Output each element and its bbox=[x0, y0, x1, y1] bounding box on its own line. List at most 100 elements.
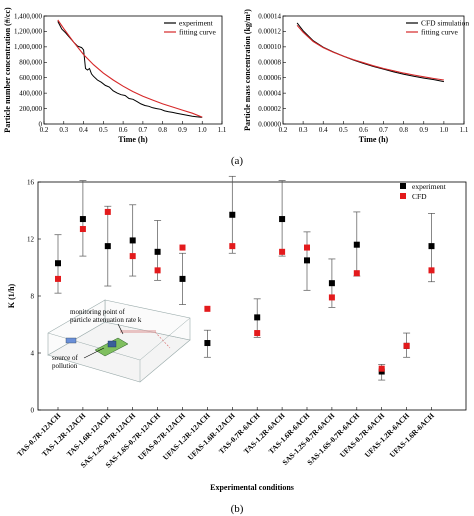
y-tick-label: 12 bbox=[27, 236, 35, 244]
x-tick-label: 0.5 bbox=[99, 126, 108, 134]
cfd-point bbox=[204, 305, 211, 312]
x-tick-label: 1.0 bbox=[198, 126, 207, 134]
x-tick-label: UFAS-0.7R-6ACH bbox=[338, 411, 386, 459]
x-tick-label: 0.6 bbox=[359, 126, 368, 134]
experiment-point bbox=[353, 241, 360, 248]
y-tick-label: 16 bbox=[27, 179, 35, 187]
y-tick-label: 0.00004 bbox=[258, 89, 281, 97]
y-tick-label: 0.00014 bbox=[258, 12, 281, 20]
legend-label: CFD bbox=[412, 192, 427, 201]
y-tick-label: 1,200,000 bbox=[14, 28, 43, 36]
legend-label: CFD simulation bbox=[421, 19, 469, 28]
inset-arrow bbox=[83, 347, 105, 359]
experiment-point bbox=[304, 257, 310, 264]
x-tick-label: TAS-1.6R-12ACH bbox=[65, 411, 112, 458]
cfd-point bbox=[328, 294, 335, 301]
cfd-point bbox=[254, 330, 261, 337]
x-tick-label: UFAS-1.2R-6ACH bbox=[363, 411, 411, 459]
y-tick-label: 200,000 bbox=[19, 105, 42, 113]
x-tick-label: 0.4 bbox=[79, 126, 88, 134]
cfd-point bbox=[79, 226, 86, 233]
mass-concentration-chart: 0.2 0.3 0.4 0.5 0.6 0.7 0.8 0.9 1.0 1.1 0.00000 0.0… bbox=[243, 9, 469, 144]
y-tick-label: 0.00002 bbox=[258, 105, 281, 113]
x-tick-label: TAS-1.2R-12ACH bbox=[40, 411, 87, 458]
y-tick-label: 0.00010 bbox=[258, 43, 281, 51]
experiment-point bbox=[428, 243, 435, 250]
x-tick-label: 0.2 bbox=[279, 126, 288, 134]
experiment-point bbox=[254, 314, 261, 321]
x-tick-label: 0.9 bbox=[178, 126, 187, 134]
cfd-point bbox=[304, 244, 310, 251]
y-tick-label: 0 bbox=[39, 120, 43, 128]
cfd-point bbox=[154, 267, 161, 274]
y-tick-label: 0 bbox=[31, 407, 35, 415]
x-tick-label: 0.3 bbox=[59, 126, 68, 134]
experiment-point bbox=[55, 260, 61, 267]
y-tick-label: 8 bbox=[31, 293, 35, 301]
inset-arrow bbox=[117, 323, 124, 335]
y-tick-label: 1,400,000 bbox=[14, 12, 43, 20]
cfd-point bbox=[104, 208, 111, 215]
x-tick-label: 0.4 bbox=[319, 126, 328, 134]
y-tick-label: 0.00012 bbox=[258, 28, 281, 36]
y-axis-label: K (1/h) bbox=[7, 284, 16, 309]
series-line-fitting-curve bbox=[296, 24, 444, 81]
y-tick-label: 600,000 bbox=[19, 74, 42, 82]
y-tick-label: 0.00008 bbox=[258, 59, 281, 67]
legend-label: experiment bbox=[179, 19, 214, 28]
cfd-point bbox=[378, 365, 385, 372]
cfd-point bbox=[229, 243, 236, 250]
x-tick-label: 0.6 bbox=[119, 126, 128, 134]
panel-label-b: (b) bbox=[231, 503, 244, 515]
number-concentration-chart: 0.2 0.3 0.4 0.5 0.6 0.7 0.8 0.9 1.0 1.1 0 200,000 40… bbox=[3, 7, 227, 144]
inset-outlet bbox=[154, 331, 171, 349]
x-axis-label: Time (h) bbox=[118, 135, 148, 144]
y-tick-label: 400,000 bbox=[19, 89, 42, 97]
y-tick-label: 4 bbox=[31, 350, 35, 358]
legend-marker bbox=[400, 183, 406, 189]
cfd-point bbox=[279, 248, 286, 255]
cfd-point bbox=[179, 244, 186, 251]
x-axis-label: Experimental conditions bbox=[210, 483, 294, 492]
cfd-point bbox=[55, 275, 61, 282]
inset-edge bbox=[47, 332, 141, 361]
x-tick-label: 0.5 bbox=[339, 126, 348, 134]
y-tick-label: 0.00006 bbox=[258, 74, 281, 82]
series-line-fitting-curve bbox=[57, 19, 203, 118]
inset-vent bbox=[65, 337, 77, 344]
inset-label-source: source of bbox=[52, 354, 79, 362]
cfd-point bbox=[353, 270, 360, 277]
experiment-point bbox=[79, 216, 86, 223]
series-line-experiment bbox=[57, 21, 203, 118]
cfd-point bbox=[428, 267, 435, 274]
experiment-point bbox=[129, 237, 136, 244]
legend-label: experiment bbox=[412, 182, 447, 191]
y-tick-label: 1,000,000 bbox=[14, 43, 43, 51]
experiment-point bbox=[154, 248, 161, 255]
experiment-point bbox=[229, 211, 236, 218]
y-tick-label: 800,000 bbox=[19, 59, 42, 67]
experiment-point bbox=[204, 340, 211, 347]
plot-frame bbox=[282, 15, 465, 125]
x-tick-label: 1.0 bbox=[440, 126, 449, 134]
cfd-point bbox=[403, 342, 410, 349]
experiment-point bbox=[179, 275, 186, 282]
x-tick-label: 0.7 bbox=[139, 126, 148, 134]
inset-edge bbox=[139, 317, 191, 361]
panel-label-a: (a) bbox=[231, 155, 244, 167]
y-axis-label: Particle mass concentration (kg/m³) bbox=[243, 9, 252, 131]
x-tick-label: 0.9 bbox=[419, 126, 428, 134]
plot-frame bbox=[43, 15, 223, 125]
x-tick-label: TAS-0.7R-12ACH bbox=[15, 411, 62, 458]
x-tick-label: 0.8 bbox=[158, 126, 167, 134]
x-tick-label: 0.8 bbox=[399, 126, 408, 134]
x-tick-label: 1.1 bbox=[460, 126, 469, 134]
y-axis-label: Particle number concentration (#/cc) bbox=[3, 7, 12, 133]
x-axis-label: Time (h) bbox=[359, 135, 389, 144]
x-tick-label: 0.3 bbox=[299, 126, 308, 134]
y-tick-label: 0.00000 bbox=[258, 120, 281, 128]
legend-label: fitting curve bbox=[421, 28, 459, 37]
